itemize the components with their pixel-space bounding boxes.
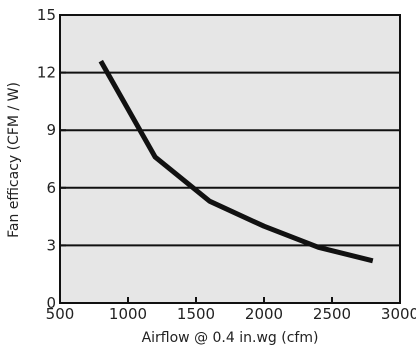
plot-frame [59,14,401,304]
y-tick-label-6: 6 [46,179,56,197]
axes [59,14,401,304]
y-tick-label-9: 9 [46,121,56,139]
y-tick-label-0: 0 [46,294,56,312]
x-tick-label-1500: 1500 [177,305,215,323]
grid-lines [60,71,400,247]
y-tick-label-15: 15 [37,6,56,24]
x-tick-label-2500: 2500 [313,305,351,323]
y-axis-label: Fan efficacy (CFM / W) [6,82,22,238]
y-axis-ticks: 0 3 6 9 12 15 [37,6,66,312]
x-axis-label: Airflow @ 0.4 in.wg (cfm) [142,330,319,346]
x-tick-label-2000: 2000 [245,305,283,323]
x-tick-label-1000: 1000 [109,305,147,323]
series-line-0 [98,59,374,264]
y-tick-label-12: 12 [37,64,56,82]
x-tick-label-3000: 3000 [381,305,416,323]
x-axis-ticks: 500 1000 1500 2000 2500 3000 [46,297,416,323]
y-tick-label-3: 3 [46,236,56,254]
plot-area [60,15,400,303]
series-layer [98,59,374,264]
x-tick-label-500: 500 [46,305,75,323]
